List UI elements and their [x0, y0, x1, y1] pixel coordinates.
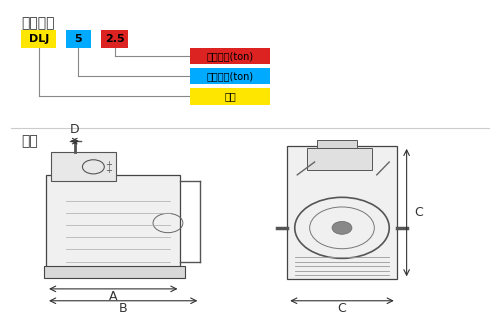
- Text: 5: 5: [74, 34, 82, 44]
- FancyBboxPatch shape: [51, 152, 116, 181]
- Text: 尺寸: 尺寸: [22, 135, 38, 149]
- Text: DLJ: DLJ: [28, 34, 49, 44]
- FancyBboxPatch shape: [190, 48, 270, 64]
- Text: 型号: 型号: [224, 91, 236, 101]
- FancyBboxPatch shape: [190, 88, 270, 105]
- Text: 型号信息: 型号信息: [22, 16, 55, 30]
- FancyBboxPatch shape: [190, 68, 270, 84]
- FancyBboxPatch shape: [317, 140, 357, 148]
- Text: C: C: [414, 206, 423, 219]
- Text: D: D: [70, 123, 80, 136]
- Circle shape: [332, 221, 352, 234]
- Text: 头部载荷(ton): 头部载荷(ton): [206, 71, 254, 81]
- Text: +: +: [105, 160, 112, 169]
- FancyBboxPatch shape: [66, 30, 91, 48]
- FancyBboxPatch shape: [101, 30, 128, 48]
- Text: 2.5: 2.5: [104, 34, 124, 44]
- Text: 爪部载荷(ton): 爪部载荷(ton): [206, 51, 254, 61]
- FancyBboxPatch shape: [288, 146, 397, 279]
- Text: C: C: [338, 302, 346, 315]
- FancyBboxPatch shape: [22, 30, 56, 48]
- Text: B: B: [119, 302, 128, 315]
- FancyBboxPatch shape: [44, 266, 186, 278]
- FancyBboxPatch shape: [46, 175, 180, 268]
- Text: A: A: [109, 291, 118, 304]
- Text: +: +: [105, 167, 112, 176]
- FancyBboxPatch shape: [307, 148, 372, 170]
